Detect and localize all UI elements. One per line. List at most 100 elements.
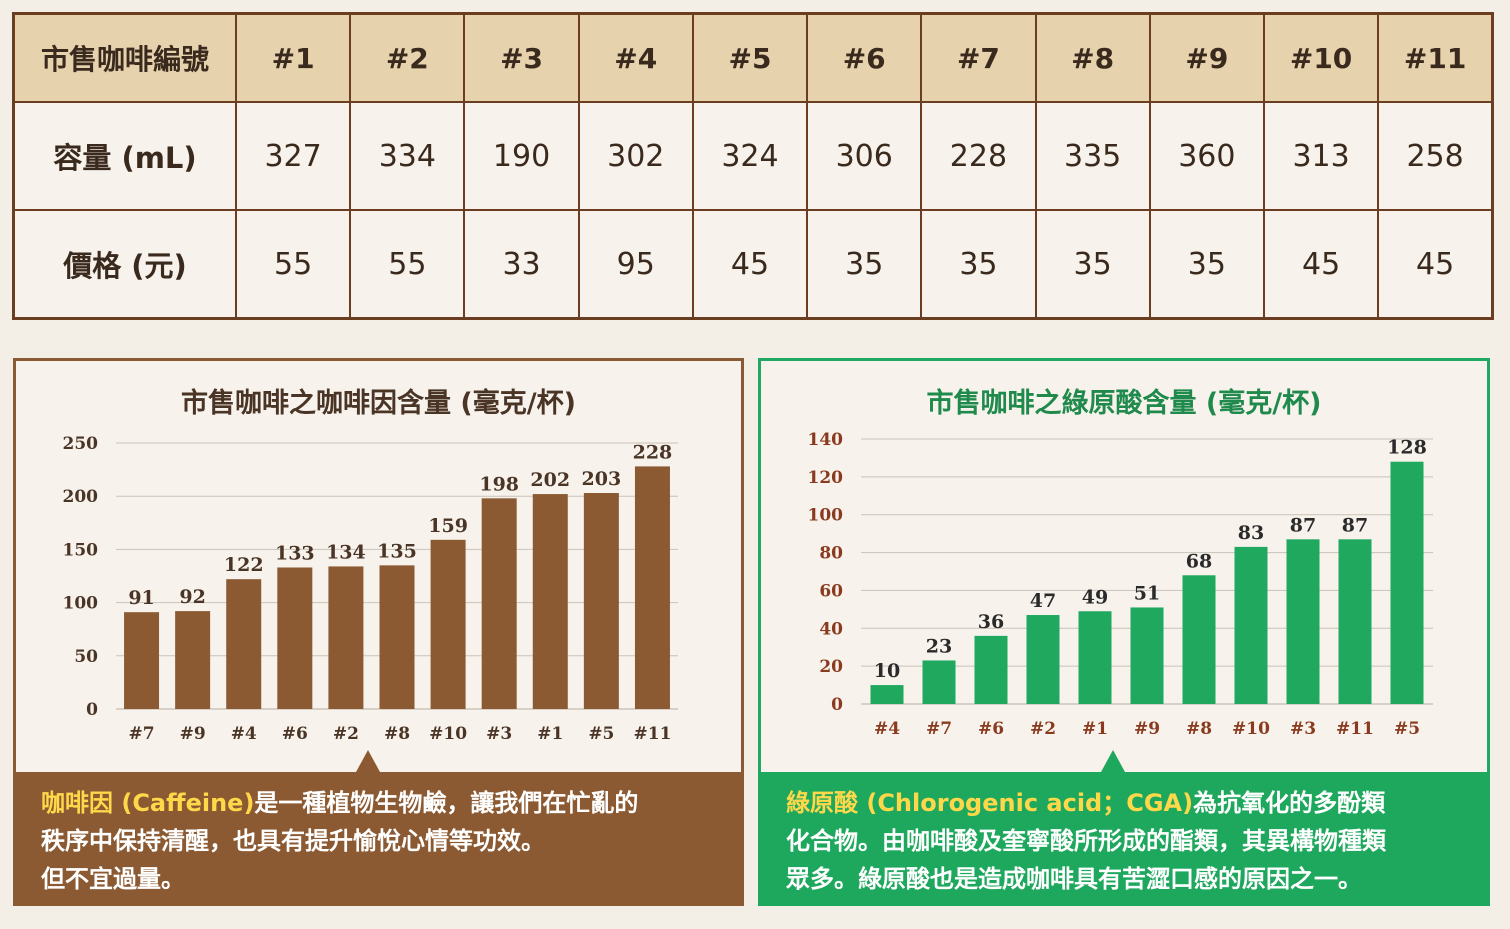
bar bbox=[481, 498, 517, 709]
x-tick-label: #1 bbox=[537, 724, 563, 744]
bar bbox=[379, 565, 415, 709]
y-tick-label: 40 bbox=[819, 619, 843, 639]
table-header-cell: #3 bbox=[463, 12, 580, 103]
data-label: 203 bbox=[582, 468, 622, 490]
y-tick-label: 200 bbox=[63, 487, 99, 507]
x-tick-label: #6 bbox=[978, 719, 1004, 739]
data-label: 10 bbox=[874, 660, 900, 682]
data-label: 91 bbox=[128, 587, 154, 609]
bar bbox=[1026, 615, 1060, 704]
table-cell: 313 bbox=[1262, 101, 1380, 211]
y-tick-label: 0 bbox=[86, 700, 98, 720]
data-label: 133 bbox=[275, 542, 315, 564]
table-cell: 334 bbox=[349, 101, 466, 211]
y-tick-label: 150 bbox=[63, 540, 99, 560]
table-cell: 335 bbox=[1034, 101, 1151, 211]
caption-term: 咖啡因 (Caffeine) bbox=[41, 789, 255, 817]
table-header-cell: #4 bbox=[577, 12, 694, 103]
data-label: 159 bbox=[428, 515, 468, 537]
bar bbox=[430, 539, 466, 709]
caption-line: 秩序中保持清醒，也具有提升愉悅心情等功效。 bbox=[41, 827, 545, 855]
y-tick-label: 250 bbox=[63, 434, 99, 454]
x-tick-label: #5 bbox=[1394, 719, 1420, 739]
table-cell: 258 bbox=[1377, 101, 1494, 211]
table-cell: 190 bbox=[463, 101, 580, 211]
caption-line: 眾多。綠原酸也是造成咖啡具有苦澀口感的原因之一。 bbox=[786, 865, 1362, 893]
table-cell: 228 bbox=[920, 101, 1037, 211]
table-header-cell: #11 bbox=[1377, 12, 1494, 103]
caffeine-caption: 咖啡因 (Caffeine)是一種植物生物鹼，讓我們在忙亂的 秩序中保持清醒，也… bbox=[13, 772, 744, 906]
x-tick-label: #10 bbox=[1232, 719, 1270, 739]
bar bbox=[226, 579, 262, 709]
x-tick-label: #7 bbox=[926, 719, 952, 739]
table-header-cell: #8 bbox=[1034, 12, 1151, 103]
x-tick-label: #7 bbox=[129, 724, 155, 744]
caption-line: 但不宜過量。 bbox=[41, 865, 185, 893]
bar bbox=[532, 494, 568, 709]
table-header-cell: #2 bbox=[349, 12, 466, 103]
x-tick-label: #3 bbox=[486, 724, 512, 744]
data-label: 92 bbox=[179, 586, 205, 608]
table-header-cell: 市售咖啡編號 bbox=[12, 12, 237, 103]
data-label: 83 bbox=[1238, 522, 1264, 544]
caption-line: 咖啡因 (Caffeine)是一種植物生物鹼，讓我們在忙亂的 bbox=[41, 784, 718, 822]
table-cell: 45 bbox=[1262, 209, 1380, 320]
x-tick-label: #8 bbox=[1186, 719, 1212, 739]
bar bbox=[328, 566, 364, 709]
bar bbox=[1338, 539, 1372, 704]
y-tick-label: 100 bbox=[63, 594, 99, 614]
row-label: 容量 (mL) bbox=[12, 101, 237, 211]
x-tick-label: #11 bbox=[1336, 719, 1374, 739]
table-header-cell: #6 bbox=[806, 12, 923, 103]
x-tick-label: #11 bbox=[634, 724, 672, 744]
bar bbox=[175, 611, 211, 709]
bar bbox=[922, 660, 956, 704]
data-label: 128 bbox=[1387, 437, 1427, 459]
data-label: 51 bbox=[1134, 582, 1160, 604]
x-tick-label: #4 bbox=[231, 724, 257, 744]
table-header-cell: #1 bbox=[234, 12, 352, 103]
y-tick-label: 50 bbox=[74, 647, 98, 667]
table-cell: 306 bbox=[806, 101, 923, 211]
caption-pointer bbox=[356, 750, 380, 772]
x-tick-label: #6 bbox=[282, 724, 308, 744]
cga-bar-chart: 0 20 40 60 80 100 120 140 10 #4 23 #7 36 #6 47 #2 49 #1 51… bbox=[808, 430, 1433, 739]
table-cell: 324 bbox=[691, 101, 809, 211]
bar bbox=[583, 493, 619, 709]
caption-term: 綠原酸 (Chlorogenic acid；CGA) bbox=[786, 789, 1194, 817]
data-label: 87 bbox=[1342, 514, 1368, 536]
data-label: 198 bbox=[479, 473, 519, 495]
data-label: 47 bbox=[1030, 590, 1056, 612]
y-tick-label: 120 bbox=[808, 468, 844, 488]
bar bbox=[1078, 611, 1112, 704]
x-tick-label: #8 bbox=[384, 724, 410, 744]
caption-line: 綠原酸 (Chlorogenic acid；CGA)為抗氧化的多酚類 bbox=[786, 784, 1464, 822]
table-cell: 95 bbox=[577, 209, 694, 320]
data-label: 87 bbox=[1290, 514, 1316, 536]
data-label: 23 bbox=[926, 635, 952, 657]
table-cell: 35 bbox=[1148, 209, 1265, 320]
data-label: 202 bbox=[530, 469, 570, 491]
y-tick-label: 0 bbox=[831, 695, 843, 715]
x-tick-label: #3 bbox=[1290, 719, 1316, 739]
x-tick-label: #2 bbox=[333, 724, 359, 744]
x-tick-label: #5 bbox=[588, 724, 614, 744]
bar bbox=[1286, 539, 1320, 704]
caption-line: 化合物。由咖啡酸及奎寧酸所形成的酯類，其異構物種類 bbox=[786, 827, 1386, 855]
data-label: 49 bbox=[1082, 586, 1108, 608]
cga-chart-title: 市售咖啡之綠原酸含量 (毫克/杯) bbox=[926, 388, 1322, 419]
caffeine-chart-title: 市售咖啡之咖啡因含量 (毫克/杯) bbox=[181, 388, 576, 419]
bar bbox=[1130, 607, 1164, 704]
table-cell: 35 bbox=[806, 209, 923, 320]
table-row-volume: 容量 (mL) 327 334 190 302 324 306 228 335 … bbox=[12, 101, 1494, 211]
caffeine-chart-panel: 市售咖啡之咖啡因含量 (毫克/杯) 0 50 100 150 200 250 91 #7 92 #… bbox=[13, 358, 744, 906]
table-cell: 302 bbox=[577, 101, 694, 211]
table-cell: 35 bbox=[1034, 209, 1151, 320]
data-label: 134 bbox=[326, 541, 366, 563]
x-tick-label: #4 bbox=[874, 719, 900, 739]
table-cell: 35 bbox=[920, 209, 1037, 320]
x-tick-label: #10 bbox=[429, 724, 467, 744]
x-tick-label: #9 bbox=[1134, 719, 1160, 739]
y-tick-label: 20 bbox=[819, 657, 843, 677]
cga-caption: 綠原酸 (Chlorogenic acid；CGA)為抗氧化的多酚類 化合物。由… bbox=[758, 772, 1490, 906]
